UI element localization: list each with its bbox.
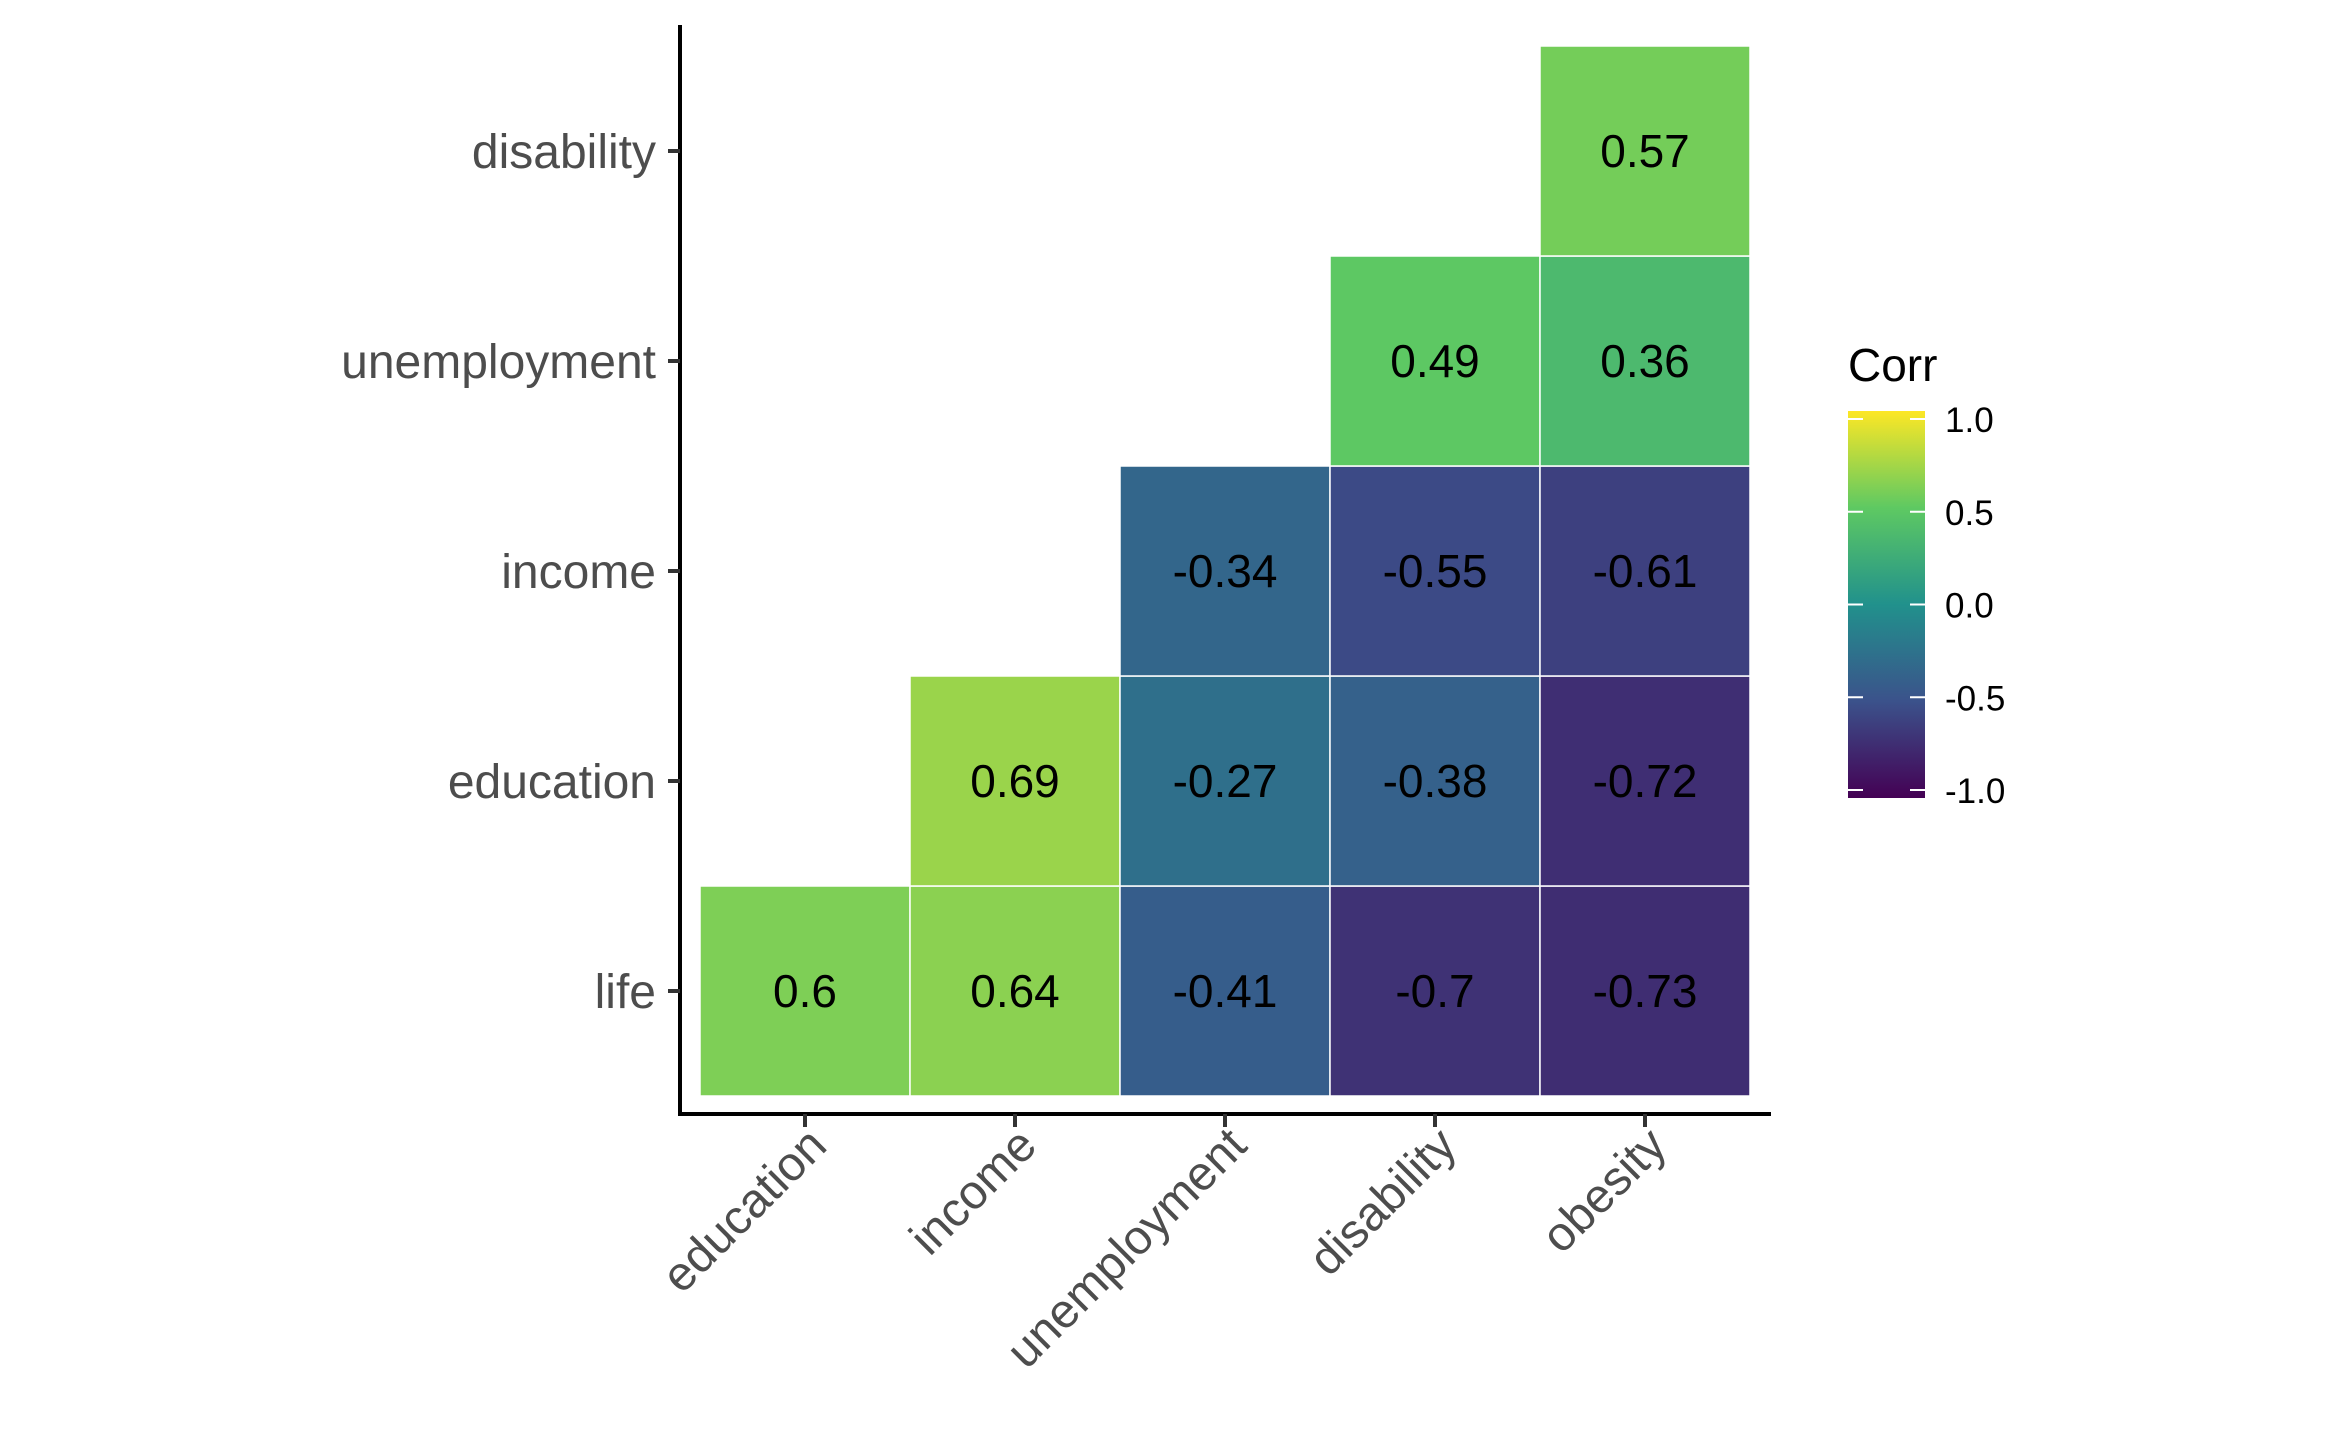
y-tick-label: unemployment bbox=[341, 336, 656, 389]
y-tick-label: life bbox=[595, 966, 656, 1019]
legend-tick-label: 0.5 bbox=[1945, 494, 1994, 533]
legend-tick-label: -0.5 bbox=[1945, 679, 2005, 718]
cell-value-label: -0.72 bbox=[1593, 755, 1698, 807]
cell-value-label: -0.55 bbox=[1383, 545, 1488, 597]
heatmap-cell bbox=[909, 675, 1121, 887]
heatmap-cell bbox=[699, 885, 911, 1097]
x-tick-label: education bbox=[652, 1118, 837, 1303]
heatmap-cell bbox=[1539, 885, 1751, 1097]
legend-tick-label: -1.0 bbox=[1945, 772, 2005, 811]
legend-title: Corr bbox=[1848, 339, 1937, 391]
cell-value-label: 0.49 bbox=[1390, 335, 1480, 387]
cell-value-label: -0.27 bbox=[1173, 755, 1278, 807]
heatmap-cell bbox=[909, 885, 1121, 1097]
heatmap-cell bbox=[1119, 675, 1331, 887]
x-tick-label: disability bbox=[1299, 1118, 1467, 1286]
heatmap-cell bbox=[1329, 675, 1541, 887]
cell-value-label: 0.69 bbox=[970, 755, 1060, 807]
legend-ticks: 1.0 0.5 0.0 -0.5 -1.0 bbox=[1848, 401, 2005, 811]
x-tick-label: income bbox=[900, 1118, 1047, 1265]
y-tick-label: education bbox=[448, 756, 656, 809]
cell-value-label: 0.36 bbox=[1600, 335, 1690, 387]
cell-value-label: 0.6 bbox=[773, 965, 837, 1017]
heatmap-cell bbox=[1119, 465, 1331, 677]
heatmap-cell bbox=[1539, 45, 1751, 257]
x-tick-label: obesity bbox=[1532, 1118, 1677, 1263]
cell-value-label: -0.61 bbox=[1593, 545, 1698, 597]
y-tick-label: income bbox=[501, 546, 656, 599]
heatmap-cell bbox=[1539, 465, 1751, 677]
heatmap-cell bbox=[1539, 675, 1751, 887]
legend-tick-label: 0.0 bbox=[1945, 587, 1994, 626]
cell-value-label: -0.41 bbox=[1173, 965, 1278, 1017]
heatmap-cells: 0.6 0.64 -0.41 -0.7 -0.73 0.69 -0.27 -0.38 -0.72… bbox=[699, 45, 1751, 1097]
cell-value-label: 0.57 bbox=[1600, 125, 1690, 177]
cell-value-label: -0.38 bbox=[1383, 755, 1488, 807]
cell-value-label: -0.34 bbox=[1173, 545, 1278, 597]
cell-value-label: -0.7 bbox=[1395, 965, 1474, 1017]
cell-value-label: -0.73 bbox=[1593, 965, 1698, 1017]
cell-value-label: 0.64 bbox=[970, 965, 1060, 1017]
y-tick-label: disability bbox=[472, 126, 656, 179]
heatmap-cell bbox=[1329, 255, 1541, 467]
color-legend: Corr 1.0 0.5 0.0 -0.5 -1.0 bbox=[1848, 339, 2005, 811]
legend-tick-label: 1.0 bbox=[1945, 401, 1994, 440]
heatmap-cell bbox=[1329, 885, 1541, 1097]
